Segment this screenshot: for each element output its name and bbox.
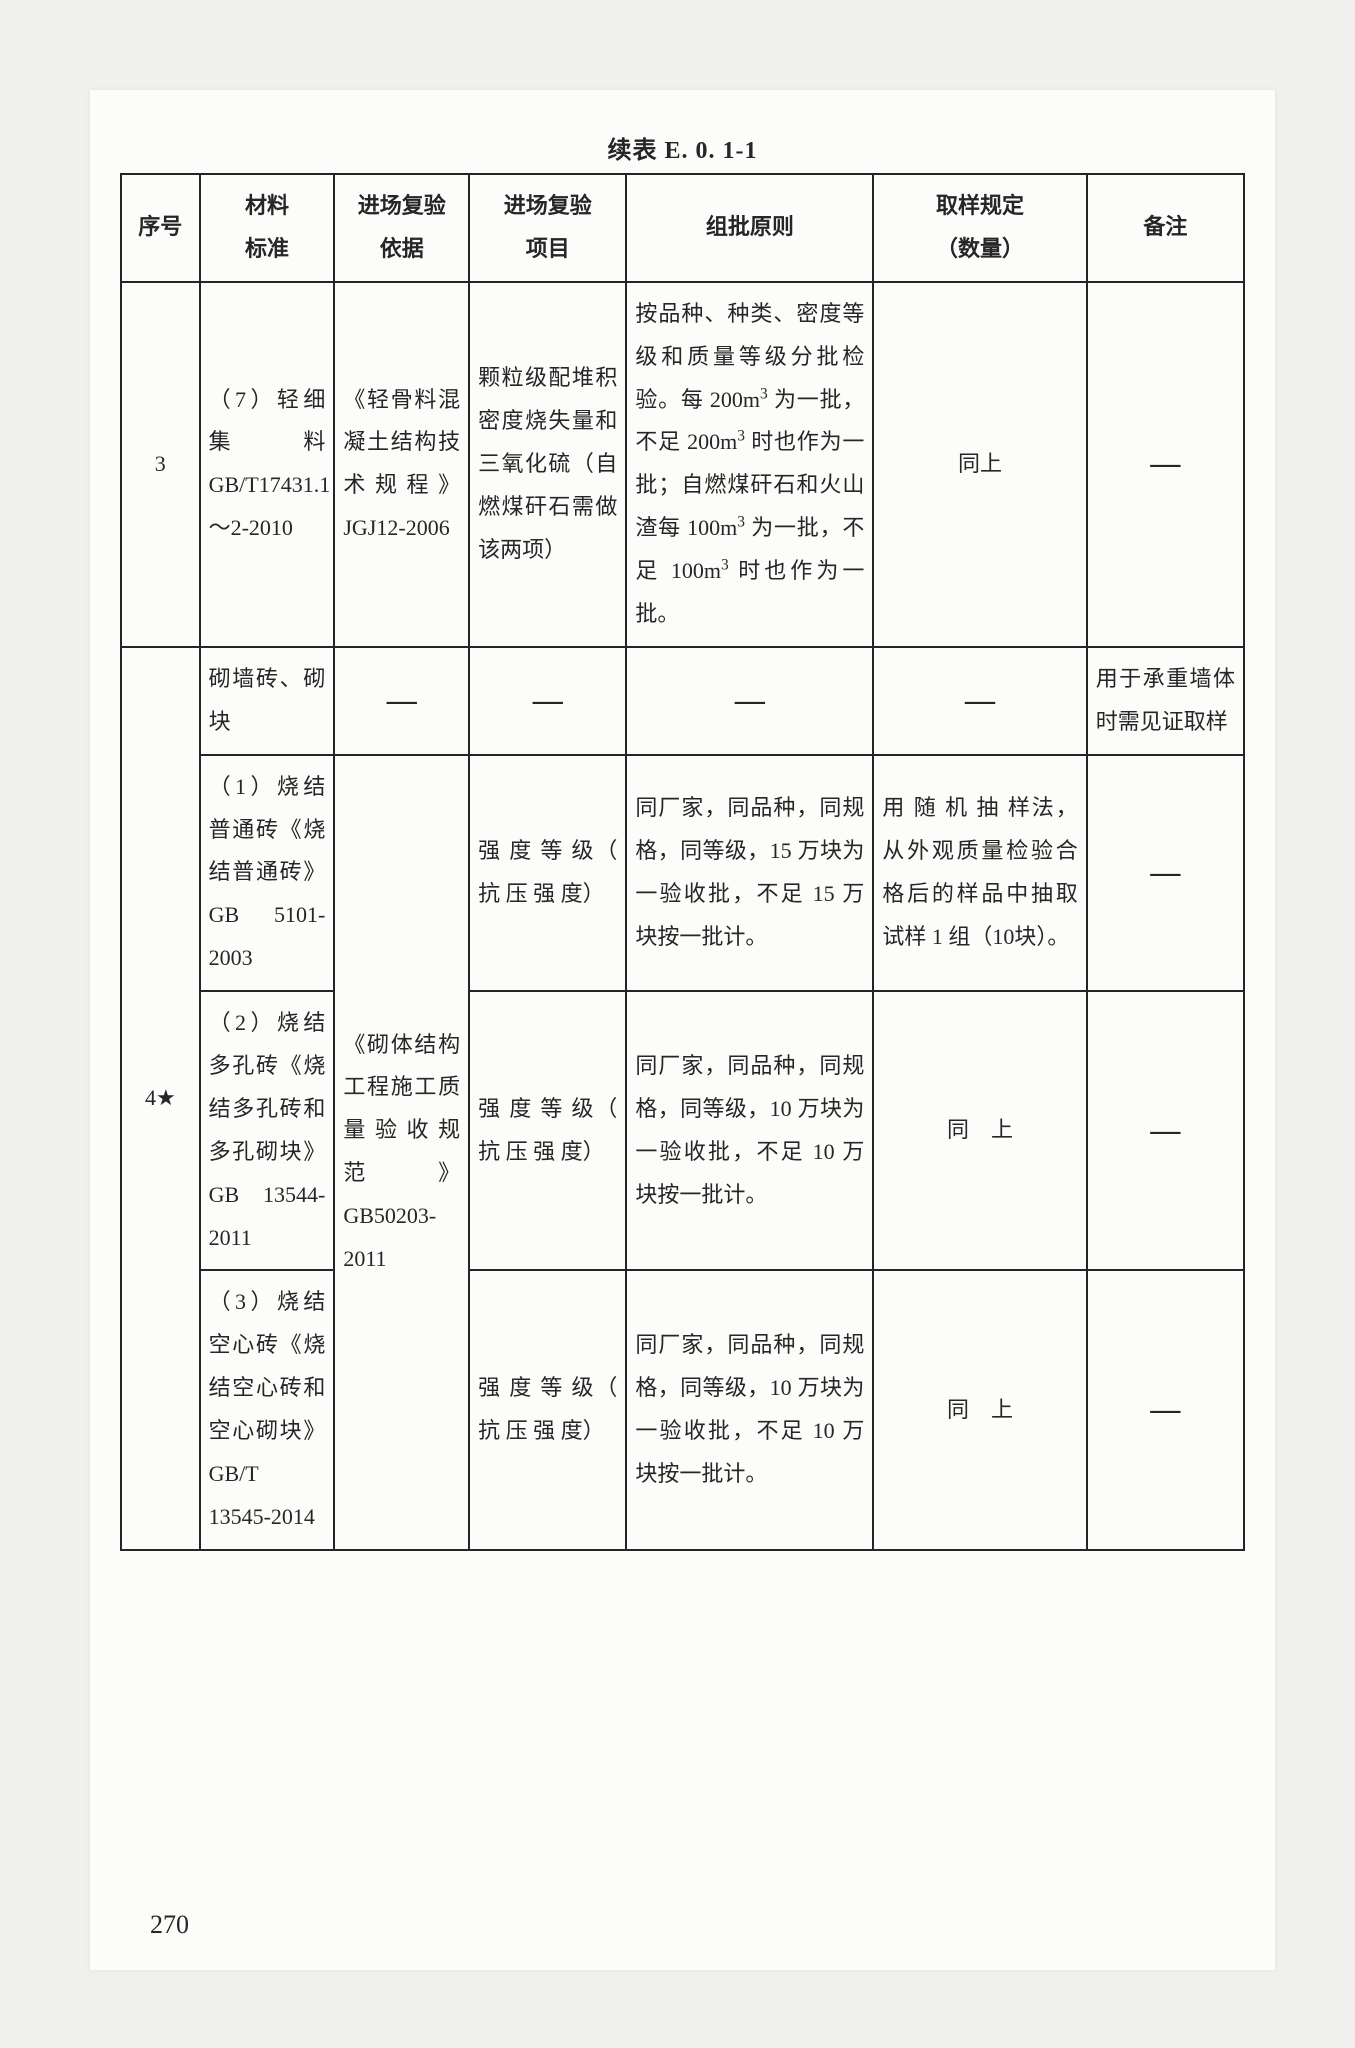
dash-icon: —: [1150, 1393, 1180, 1426]
col-header-samp: 取样规定（数量）: [873, 174, 1086, 282]
cell-basis: 《砌体结构工程施工质量验收规范》GB50203-2011: [334, 755, 469, 1550]
cell-samp: —: [873, 647, 1086, 755]
cell-std: （2）烧结多孔砖《烧结多孔砖和多孔砌块》GB 13544-2011: [200, 991, 335, 1270]
table-header-row: 序号 材料标准 进场复验依据 进场复验项目 组批原则 取样规定（数量） 备注: [121, 174, 1244, 282]
col-header-note: 备注: [1087, 174, 1244, 282]
cell-basis: —: [334, 647, 469, 755]
cell-note: —: [1087, 282, 1244, 647]
dash-icon: —: [1150, 447, 1180, 480]
cell-note: —: [1087, 1270, 1244, 1549]
cell-std: （3）烧结空心砖《烧结空心砖和空心砌块》GB/T 13545-2014: [200, 1270, 335, 1549]
cell-item: 强 度 等 级（ 抗 压 强 度）: [469, 991, 626, 1270]
table-row: （3）烧结空心砖《烧结空心砖和空心砌块》GB/T 13545-2014 强 度 …: [121, 1270, 1244, 1549]
cell-std: （1）烧结普通砖《烧结普通砖》GB 5101-2003: [200, 755, 335, 991]
cell-item: 强 度 等 级（ 抗 压 强 度）: [469, 755, 626, 991]
cell-seq: 4★: [121, 647, 200, 1550]
col-header-seq: 序号: [121, 174, 200, 282]
cell-seq: 3: [121, 282, 200, 647]
cell-rule: 按品种、种类、密度等级和质量等级分批检验。每 200m3 为一批，不足 200m…: [626, 282, 873, 647]
cell-item: —: [469, 647, 626, 755]
table-row: 3 （7）轻细集料GB/T17431.1～2-2010 《轻骨料混凝土结构技术规…: [121, 282, 1244, 647]
dash-icon: —: [965, 684, 995, 717]
cell-rule: 同厂家，同品种，同规格，同等级，10 万块为一验收批，不足 10 万块按一批计。: [626, 1270, 873, 1549]
dash-icon: —: [1150, 856, 1180, 889]
cell-item: 颗粒级配堆积密度烧失量和三氧化硫（自燃煤矸石需做该两项）: [469, 282, 626, 647]
cell-rule: 同厂家，同品种，同规格，同等级，15 万块为一验收批，不足 15 万块按一批计。: [626, 755, 873, 991]
cell-note: 用于承重墙体时需见证取样: [1087, 647, 1244, 755]
dash-icon: —: [533, 684, 563, 717]
table-row: （1）烧结普通砖《烧结普通砖》GB 5101-2003 《砌体结构工程施工质量验…: [121, 755, 1244, 991]
table-row: （2）烧结多孔砖《烧结多孔砖和多孔砌块》GB 13544-2011 强 度 等 …: [121, 991, 1244, 1270]
page-number: 270: [150, 1910, 189, 1940]
table-row: 4★ 砌墙砖、砌块 — — — — 用于承重墙体时需见证取样: [121, 647, 1244, 755]
dash-icon: —: [1150, 1114, 1180, 1147]
dash-icon: —: [387, 684, 417, 717]
dash-icon: —: [735, 684, 765, 717]
cell-std: 砌墙砖、砌块: [200, 647, 335, 755]
col-header-item: 进场复验项目: [469, 174, 626, 282]
cell-note: —: [1087, 991, 1244, 1270]
table-title: 续表 E. 0. 1-1: [120, 130, 1245, 165]
col-header-rule: 组批原则: [626, 174, 873, 282]
col-header-basis: 进场复验依据: [334, 174, 469, 282]
cell-samp: 同 上: [873, 991, 1086, 1270]
col-header-std: 材料标准: [200, 174, 335, 282]
cell-item: 强 度 等 级（ 抗 压 强 度）: [469, 1270, 626, 1549]
cell-samp: 同上: [873, 282, 1086, 647]
page-wrap: 续表 E. 0. 1-1 序号 材料标准 进场复验依据 进场复验项目 组批原则 …: [90, 90, 1275, 1970]
cell-std: （7）轻细集料GB/T17431.1～2-2010: [200, 282, 335, 647]
cell-samp: 同 上: [873, 1270, 1086, 1549]
cell-samp: 用 随 机 抽 样法，从外观质量检验合格后的样品中抽取试样 1 组（10块）。: [873, 755, 1086, 991]
cell-rule: 同厂家，同品种，同规格，同等级，10 万块为一验收批，不足 10 万块按一批计。: [626, 991, 873, 1270]
cell-basis: 《轻骨料混凝土结构技术规程》JGJ12-2006: [334, 282, 469, 647]
spec-table: 序号 材料标准 进场复验依据 进场复验项目 组批原则 取样规定（数量） 备注 3…: [120, 173, 1245, 1551]
cell-rule: —: [626, 647, 873, 755]
cell-note: —: [1087, 755, 1244, 991]
